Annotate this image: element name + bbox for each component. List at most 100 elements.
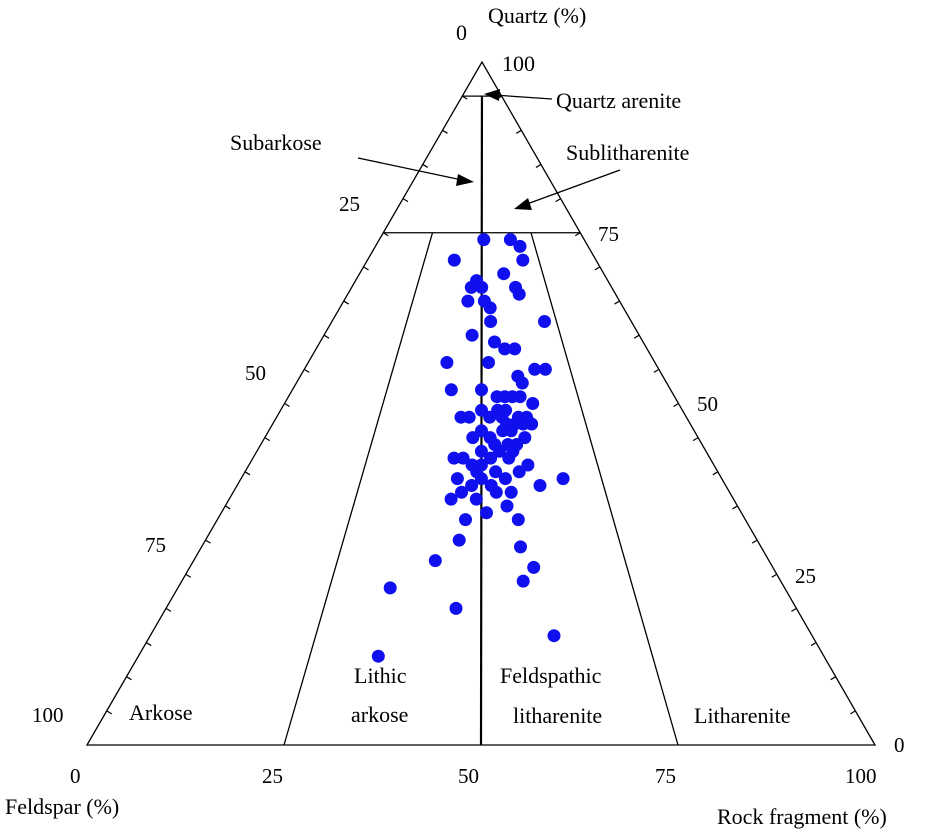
- right-edge-tick: [771, 573, 778, 578]
- left-edge-tick: [303, 368, 310, 373]
- field-label-subarkose: Subarkose: [230, 130, 322, 155]
- left-edge-tick: [461, 95, 468, 100]
- data-point-5: [497, 267, 511, 281]
- data-point-71: [556, 472, 570, 486]
- subarkose-arrow-line: [357, 157, 463, 181]
- field-label-sublitharenite: Sublitharenite: [566, 140, 689, 165]
- left-edge-tick: [185, 573, 192, 578]
- left-tick-100: 100: [32, 703, 64, 727]
- right-edge-tick: [614, 300, 620, 305]
- data-point-45: [525, 417, 539, 431]
- data-point-17: [488, 335, 501, 349]
- data-point-49: [466, 431, 480, 445]
- data-point-3: [513, 239, 527, 253]
- right-edge-tick: [574, 232, 581, 237]
- bottom-tick-100: 100: [845, 764, 877, 788]
- data-point-92: [371, 649, 385, 663]
- right-edge-tick: [594, 266, 601, 271]
- data-point-10: [512, 287, 526, 301]
- data-point-89: [383, 581, 397, 595]
- left-edge-tick: [165, 607, 172, 612]
- data-point-8: [475, 280, 489, 294]
- data-point-37: [462, 410, 476, 424]
- left-edge-tick: [323, 334, 330, 339]
- left-edge-tick: [244, 471, 251, 476]
- data-point-19: [508, 342, 522, 356]
- data-point-82: [459, 513, 472, 527]
- quartz-tick-0: 0: [456, 20, 467, 45]
- data-point-48: [504, 424, 518, 438]
- data-point-26: [475, 383, 488, 397]
- data-point-32: [526, 397, 540, 410]
- data-point-59: [456, 451, 470, 465]
- quartz-arenite-arrowhead: [484, 89, 500, 101]
- right-edge-tick: [791, 607, 797, 612]
- quartz-arenite-arrow-line: [493, 94, 553, 100]
- data-point-60: [484, 451, 498, 465]
- field-label-feldspathic-litharenite-1: Feldspathic: [500, 663, 602, 688]
- right-edge-tick: [673, 402, 679, 408]
- bottom-tick-25: 25: [262, 764, 283, 788]
- bottom-tick-0: 0: [70, 764, 81, 788]
- data-point-27: [444, 383, 458, 397]
- data-point-87: [527, 560, 541, 574]
- data-point-80: [500, 499, 514, 513]
- left-edge-tick: [284, 402, 290, 408]
- data-point-76: [489, 485, 503, 499]
- right-edge-tick: [751, 539, 758, 544]
- left-edge-tick: [224, 505, 231, 510]
- data-point-1: [477, 233, 491, 247]
- left-edge-tick: [106, 710, 113, 715]
- data-point-78: [444, 492, 458, 506]
- left-tick-50: 50: [245, 361, 266, 385]
- data-point-66: [489, 465, 503, 479]
- data-point-64: [521, 458, 535, 472]
- data-point-58: [447, 451, 461, 465]
- right-edge-tick: [633, 334, 640, 339]
- right-edge-tick: [810, 642, 817, 647]
- left-edge-tick: [145, 642, 152, 647]
- right-edge-tick: [653, 368, 660, 373]
- data-point-90: [449, 601, 463, 615]
- data-point-74: [533, 479, 547, 492]
- right-edge-tick: [515, 129, 522, 134]
- data-point-31: [513, 390, 527, 404]
- data-point-67: [512, 465, 526, 479]
- field-label-quartz-arenite: Quartz arenite: [556, 88, 681, 113]
- right-edge-tick: [830, 676, 837, 681]
- left-edge-tick: [343, 300, 350, 305]
- field-label-feldspathic-litharenite-2: litharenite: [513, 703, 602, 728]
- ratio-50-line: [479, 96, 484, 746]
- data-point-77: [504, 485, 518, 499]
- data-point-72: [465, 479, 479, 492]
- feldspar-axis-label: Feldspar (%): [5, 794, 119, 819]
- field-label-lithic-arkose-2: arkose: [351, 702, 408, 727]
- data-point-13: [483, 301, 497, 315]
- data-point-91: [547, 629, 561, 643]
- right-tick-0: 0: [894, 733, 905, 757]
- data-point-70: [498, 472, 512, 486]
- left-edge-tick: [205, 539, 211, 544]
- data-point-22: [538, 362, 552, 376]
- data-point-4: [516, 253, 530, 267]
- data-point-14: [484, 315, 498, 328]
- right-tick-75: 75: [598, 222, 619, 246]
- axis-ticks: [106, 95, 856, 715]
- field-label-litharenite: Litharenite: [694, 703, 791, 728]
- data-point-15: [538, 315, 551, 328]
- left-edge-tick: [382, 232, 389, 237]
- data-point-56: [492, 444, 506, 458]
- right-edge-tick: [712, 471, 719, 476]
- field-label-arkose: Arkose: [129, 700, 193, 725]
- data-point-85: [514, 540, 527, 554]
- data-point-86: [428, 554, 442, 568]
- sublitharenite-arrow-line: [526, 169, 621, 205]
- ratio-75-line: [530, 232, 679, 746]
- data-point-83: [511, 513, 525, 527]
- data-point-7: [464, 280, 478, 294]
- right-tick-50: 50: [697, 392, 718, 416]
- left-tick-25: 25: [339, 192, 360, 216]
- data-point-75: [455, 485, 468, 499]
- data-point-69: [474, 472, 488, 486]
